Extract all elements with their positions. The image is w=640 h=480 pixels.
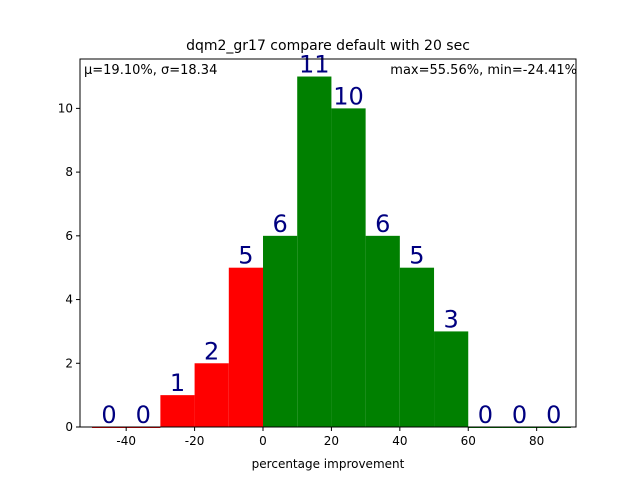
bar	[365, 235, 400, 427]
data-label: 6	[375, 210, 390, 238]
data-label: 5	[409, 242, 424, 270]
x-tick-label: 60	[461, 434, 476, 448]
axes-frame	[79, 58, 577, 428]
y-tick-label: 6	[65, 229, 73, 243]
y-tick-label: 4	[65, 293, 73, 307]
y-tick-label: 8	[65, 165, 73, 179]
x-tick-label: -40	[116, 434, 136, 448]
data-label: 0	[546, 401, 561, 429]
bar	[331, 108, 366, 427]
data-label: 0	[478, 401, 493, 429]
y-tick-label: 2	[65, 356, 73, 370]
annotation: μ=19.10%, σ=18.34	[84, 63, 217, 78]
data-label: 1	[170, 369, 185, 397]
chart-title: dqm2_gr17 compare default with 20 sec	[186, 38, 470, 54]
data-label: 2	[204, 337, 219, 365]
bar	[434, 331, 469, 427]
bar	[297, 76, 332, 428]
data-label: 6	[272, 210, 287, 238]
annotation: max=55.56%, min=-24.41%	[390, 63, 577, 78]
x-tick-label: 40	[392, 434, 407, 448]
data-label: 11	[299, 51, 330, 79]
y-tick-label: 0	[65, 420, 73, 434]
data-label: 0	[512, 401, 527, 429]
data-label: 0	[136, 401, 151, 429]
y-tick-label: 10	[58, 101, 73, 115]
x-tick-label: -20	[185, 434, 205, 448]
bar	[228, 267, 264, 427]
data-label: 5	[238, 242, 253, 270]
x-tick-label: 80	[529, 434, 544, 448]
bar	[399, 267, 435, 427]
x-tick-label: 0	[259, 434, 267, 448]
data-label: 0	[101, 401, 116, 429]
data-label: 3	[444, 305, 459, 333]
bar	[263, 235, 298, 427]
x-tick-label: 20	[324, 434, 339, 448]
bar	[194, 363, 229, 427]
bar	[160, 395, 195, 427]
data-label: 10	[333, 82, 364, 110]
x-axis-label: percentage improvement	[252, 457, 405, 471]
